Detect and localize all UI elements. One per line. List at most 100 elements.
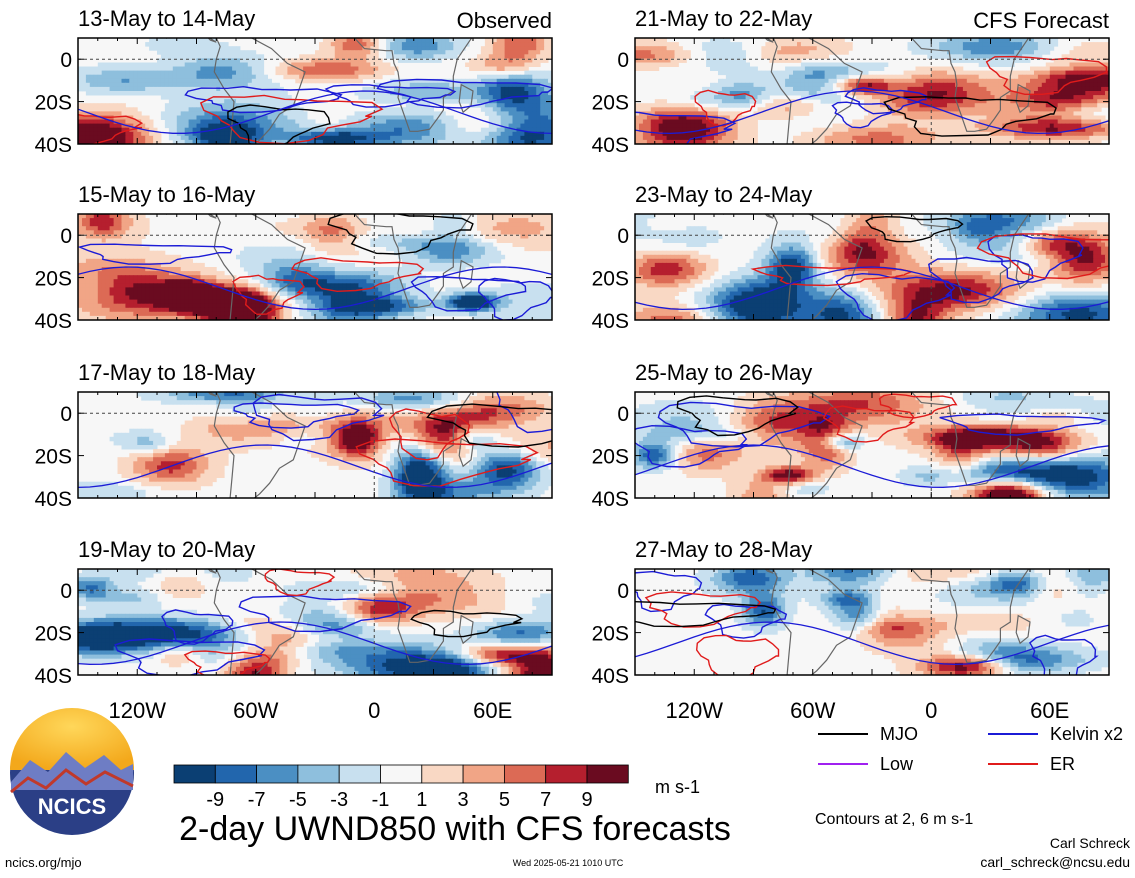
contour-line — [410, 275, 527, 312]
main-title: 2-day UWND850 with CFS forecasts — [179, 810, 731, 848]
contour-line — [355, 438, 539, 488]
africa-outline — [353, 38, 473, 132]
madagascar-outline — [458, 259, 474, 290]
contour-line — [985, 55, 1108, 95]
colorbar-tick-label: 3 — [458, 789, 469, 811]
latitude-tick-label: 40S — [35, 665, 72, 688]
latitude-tick-label: 40S — [592, 488, 629, 511]
contour-line — [865, 215, 964, 243]
colorbar-tick-label: 9 — [581, 789, 592, 811]
contour-line — [388, 408, 471, 461]
contour-line — [635, 444, 1109, 488]
contour-line — [635, 266, 1109, 311]
panel-title: 17-May to 18-May — [78, 360, 255, 385]
latitude-tick-label: 0 — [60, 225, 72, 248]
contour-line — [987, 234, 1084, 283]
latitude-tick-label: 20S — [592, 446, 629, 469]
contour-line — [635, 621, 1109, 666]
latitude-tick-label: 0 — [617, 49, 629, 72]
logo-sun-icon — [10, 708, 134, 770]
central-america-outline — [166, 214, 217, 219]
colorbar-swatch — [421, 764, 464, 784]
contour-line — [78, 243, 233, 265]
contour-line — [635, 570, 703, 613]
contour-line — [635, 424, 748, 468]
panel-title: 27-May to 28-May — [635, 537, 812, 562]
central-america-outline — [723, 214, 774, 219]
contour-line — [114, 638, 266, 675]
contour-line — [822, 405, 916, 443]
latitude-tick-label: 20S — [35, 623, 72, 646]
colorbar-swatch — [462, 764, 505, 784]
contour-line — [78, 113, 144, 144]
colorbar-tick-label: -5 — [289, 789, 307, 811]
colorbar-tick-label: -9 — [206, 789, 224, 811]
central-america-outline — [723, 38, 774, 43]
contour-line — [199, 94, 384, 144]
longitude-tick-label: 60W — [233, 698, 278, 723]
contour-line — [238, 594, 412, 633]
contour-line — [184, 85, 343, 114]
latitude-tick-label: 20S — [35, 92, 72, 115]
central-america-outline — [166, 569, 217, 574]
contour-line — [409, 609, 524, 638]
latitude-tick-label: 0 — [60, 49, 72, 72]
timestamp: Wed 2025-05-21 1010 UTC — [513, 858, 624, 868]
colorbar-swatch — [503, 764, 547, 784]
legend-label: Kelvin x2 — [1050, 724, 1123, 744]
madagascar-outline — [458, 614, 474, 645]
logo-line-icon — [10, 768, 134, 794]
legend-label: MJO — [880, 724, 918, 744]
longitude-tick-label: 60E — [1030, 698, 1069, 723]
colorbar-swatch — [297, 764, 340, 784]
colorbar-tick-label: 7 — [540, 789, 551, 811]
contour-line — [78, 444, 552, 489]
contour-line — [694, 89, 757, 127]
panel-title: 23-May to 24-May — [635, 182, 812, 207]
panel-4: 0 20S 40S 19-May to 20-May — [35, 537, 553, 688]
author-name: Carl Schreck — [1050, 835, 1131, 851]
colorbar-swatch — [545, 764, 588, 784]
contour-line — [695, 634, 780, 675]
latitude-tick-label: 20S — [592, 623, 629, 646]
contour-line — [78, 266, 552, 311]
colorbar-swatch — [586, 764, 629, 784]
panel-6: 0 20S 40S 23-May to 24-May — [592, 182, 1110, 333]
logo-mountain-icon — [11, 752, 133, 790]
contour-line — [635, 111, 737, 144]
colorbar-swatch — [214, 764, 258, 784]
contour-line — [976, 233, 1109, 280]
central-america-outline — [166, 38, 217, 43]
contour-line — [635, 601, 777, 628]
contour-line — [844, 87, 927, 115]
latitude-tick-label: 0 — [60, 580, 72, 603]
source-url[interactable]: ncics.org/mjo — [5, 855, 82, 870]
longitude-tick-label: 60W — [790, 698, 835, 723]
panel-2: 0 20S 40S 15-May to 16-May — [35, 182, 553, 333]
colorbar-swatch — [338, 764, 381, 784]
central-america-outline — [723, 569, 774, 574]
longitude-axes: 120W 60W 0 60E 120W 60W 0 60E — [109, 698, 1070, 723]
contour-line — [676, 395, 799, 437]
longitude-tick-label: 60E — [473, 698, 512, 723]
contour-legend: MJO Kelvin x2 Low ER — [818, 724, 1123, 774]
colorbar-tick-label: 1 — [416, 789, 427, 811]
contour-line — [657, 401, 832, 448]
africa-outline — [910, 38, 1030, 132]
contour-line — [327, 214, 474, 255]
latitude-tick-label: 0 — [60, 403, 72, 426]
central-america-outline — [723, 392, 774, 397]
contour-line — [290, 257, 425, 293]
longitude-tick-label: 0 — [925, 698, 937, 723]
latitude-tick-label: 40S — [35, 310, 72, 333]
panel-8: 0 20S 40S 27-May to 28-May — [592, 537, 1110, 688]
contour-line — [183, 650, 271, 675]
colorbar-tick-label: -3 — [330, 789, 348, 811]
latitude-tick-label: 40S — [35, 488, 72, 511]
author-email[interactable]: carl_schreck@ncsu.edu — [980, 854, 1130, 870]
contour-line — [233, 402, 361, 429]
contour-line — [835, 272, 956, 320]
madagascar-outline — [458, 83, 474, 114]
colorbar-tick-label: 5 — [499, 789, 510, 811]
panel-3: 0 20S 40S 17-May to 18-May — [35, 360, 553, 511]
